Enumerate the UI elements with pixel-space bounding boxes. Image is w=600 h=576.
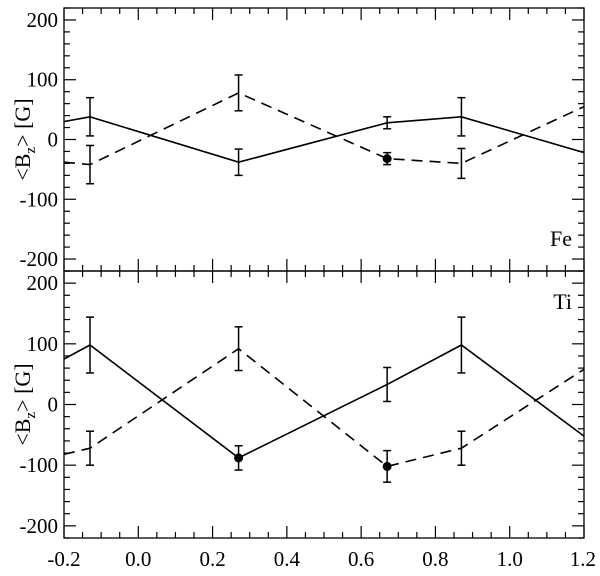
error-bar bbox=[383, 366, 392, 403]
data-point bbox=[382, 154, 392, 164]
error-bar bbox=[86, 430, 94, 466]
y-tick-label: 100 bbox=[27, 68, 59, 92]
error-bar bbox=[457, 316, 466, 374]
y-axis-label: <Bz> [G] bbox=[10, 363, 39, 445]
x-tick-label: 0.2 bbox=[199, 547, 225, 571]
error-bar bbox=[234, 326, 243, 372]
x-tick-label: 0.4 bbox=[274, 547, 301, 571]
panel-fe: -200 -100 0 100 200 Fe <Bz> [G] bbox=[10, 7, 585, 272]
y-tick-label: -200 bbox=[20, 514, 59, 538]
error-bar bbox=[383, 116, 392, 130]
error-bar bbox=[86, 144, 94, 185]
x-tick-label: 0.8 bbox=[422, 547, 448, 571]
x-tick-label: 1.2 bbox=[570, 547, 596, 571]
y-tick-label: -100 bbox=[20, 187, 59, 211]
data-point bbox=[382, 461, 392, 471]
x-tick-label: 0.0 bbox=[125, 547, 151, 571]
y-tick-label: 0 bbox=[48, 393, 59, 417]
panel-label: Ti bbox=[553, 289, 572, 314]
solid-series-line bbox=[64, 344, 584, 459]
error-bar bbox=[457, 430, 466, 466]
y-tick-label: 0 bbox=[48, 128, 59, 152]
error-bar bbox=[234, 148, 243, 177]
y-tick-label: -100 bbox=[20, 453, 59, 477]
y-tick-label: -200 bbox=[20, 247, 59, 271]
error-bar bbox=[457, 147, 466, 180]
solid-series-line bbox=[64, 115, 584, 164]
dashed-series-line bbox=[64, 347, 584, 468]
panel-label: Fe bbox=[550, 226, 572, 251]
panel-ti: -200 -100 0 100 200 -0.2 0.0 0.2 0.4 0.6 0.8 1.0 1.2… bbox=[10, 270, 596, 571]
dashed-series-line bbox=[64, 92, 584, 166]
error-bar bbox=[86, 316, 94, 374]
y-tick-label: 200 bbox=[27, 8, 59, 32]
error-bar bbox=[234, 74, 243, 112]
error-bar bbox=[457, 96, 466, 137]
y-tick-label: 200 bbox=[27, 271, 59, 295]
x-tick-label: 1.0 bbox=[497, 547, 523, 571]
y-axis-label: <Bz> [G] bbox=[10, 98, 39, 180]
data-point bbox=[234, 453, 244, 463]
plot-frame bbox=[63, 270, 585, 539]
x-tick-label: -0.2 bbox=[47, 547, 80, 571]
x-tick-label: 0.6 bbox=[348, 547, 374, 571]
y-tick-label: 100 bbox=[27, 332, 59, 356]
error-bar bbox=[86, 96, 94, 137]
